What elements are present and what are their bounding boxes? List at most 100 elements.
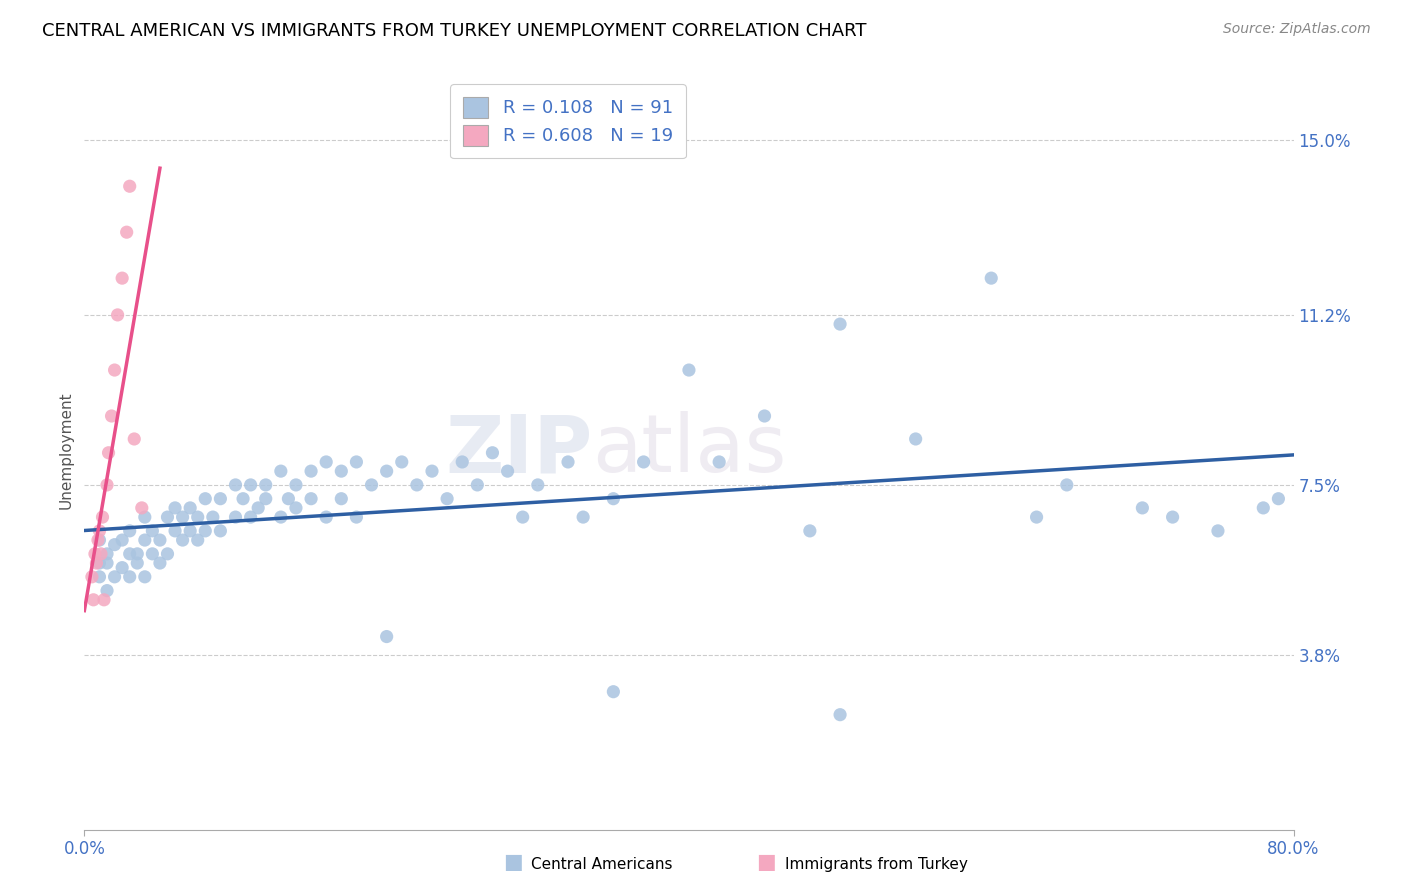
Point bbox=[346, 455, 368, 469]
Point bbox=[481, 446, 503, 460]
Point bbox=[96, 547, 118, 561]
Point bbox=[391, 455, 413, 469]
Point bbox=[111, 533, 134, 547]
Point bbox=[451, 455, 474, 469]
Point bbox=[93, 592, 115, 607]
Point bbox=[149, 533, 172, 547]
Point bbox=[270, 510, 292, 524]
Point bbox=[602, 684, 624, 698]
Point bbox=[436, 491, 458, 506]
Point bbox=[172, 510, 194, 524]
Point bbox=[97, 446, 120, 460]
Point bbox=[134, 510, 156, 524]
Point bbox=[315, 510, 337, 524]
Point bbox=[86, 556, 108, 570]
Point bbox=[1056, 478, 1078, 492]
Text: ■: ■ bbox=[503, 853, 523, 872]
Point bbox=[179, 500, 201, 515]
Point bbox=[172, 533, 194, 547]
Point bbox=[118, 524, 141, 538]
Point bbox=[678, 363, 700, 377]
Point bbox=[239, 510, 262, 524]
Point bbox=[375, 464, 398, 478]
Point bbox=[90, 547, 112, 561]
Point bbox=[239, 478, 262, 492]
Point bbox=[134, 570, 156, 584]
Point bbox=[96, 478, 118, 492]
Point bbox=[330, 491, 353, 506]
Text: CENTRAL AMERICAN VS IMMIGRANTS FROM TURKEY UNEMPLOYMENT CORRELATION CHART: CENTRAL AMERICAN VS IMMIGRANTS FROM TURK… bbox=[42, 22, 866, 40]
Point bbox=[270, 464, 292, 478]
Point bbox=[156, 547, 179, 561]
Point bbox=[141, 524, 163, 538]
Point bbox=[122, 432, 145, 446]
Point bbox=[1161, 510, 1184, 524]
Point bbox=[194, 491, 217, 506]
Point bbox=[315, 455, 337, 469]
Point bbox=[277, 491, 299, 506]
Point bbox=[799, 524, 821, 538]
Text: atlas: atlas bbox=[592, 411, 786, 490]
Point bbox=[209, 491, 232, 506]
Point bbox=[89, 524, 111, 538]
Text: Central Americans: Central Americans bbox=[531, 857, 673, 872]
Point bbox=[127, 547, 149, 561]
Text: ZIP: ZIP bbox=[444, 411, 592, 490]
Point bbox=[375, 630, 398, 644]
Point bbox=[299, 464, 322, 478]
Point bbox=[89, 533, 111, 547]
Point bbox=[111, 560, 134, 574]
Point bbox=[904, 432, 927, 446]
Text: ■: ■ bbox=[756, 853, 776, 872]
Point bbox=[96, 583, 118, 598]
Point bbox=[131, 500, 153, 515]
Point bbox=[84, 547, 107, 561]
Point bbox=[107, 308, 129, 322]
Point bbox=[165, 500, 187, 515]
Point bbox=[100, 409, 122, 423]
Point bbox=[111, 271, 134, 285]
Point bbox=[127, 556, 149, 570]
Point bbox=[299, 491, 322, 506]
Point bbox=[115, 225, 138, 239]
Point bbox=[527, 478, 550, 492]
Point bbox=[512, 510, 534, 524]
Y-axis label: Unemployment: Unemployment bbox=[58, 392, 73, 509]
Point bbox=[285, 500, 308, 515]
Point bbox=[87, 533, 110, 547]
Point bbox=[709, 455, 731, 469]
Point bbox=[330, 464, 353, 478]
Point bbox=[830, 317, 852, 331]
Point bbox=[1267, 491, 1289, 506]
Point bbox=[285, 478, 308, 492]
Point bbox=[187, 510, 209, 524]
Point bbox=[1253, 500, 1275, 515]
Point bbox=[633, 455, 655, 469]
Point bbox=[754, 409, 776, 423]
Point bbox=[557, 455, 579, 469]
Point bbox=[89, 570, 111, 584]
Point bbox=[247, 500, 270, 515]
Point bbox=[89, 556, 111, 570]
Point bbox=[118, 179, 141, 194]
Point bbox=[254, 478, 277, 492]
Point bbox=[602, 491, 624, 506]
Point bbox=[225, 510, 247, 524]
Point bbox=[149, 556, 172, 570]
Point bbox=[360, 478, 382, 492]
Point bbox=[467, 478, 489, 492]
Text: Immigrants from Turkey: Immigrants from Turkey bbox=[785, 857, 967, 872]
Point bbox=[91, 510, 114, 524]
Point bbox=[118, 570, 141, 584]
Point bbox=[254, 491, 277, 506]
Point bbox=[141, 547, 163, 561]
Point bbox=[572, 510, 595, 524]
Point bbox=[496, 464, 519, 478]
Point bbox=[225, 478, 247, 492]
Text: Source: ZipAtlas.com: Source: ZipAtlas.com bbox=[1223, 22, 1371, 37]
Point bbox=[165, 524, 187, 538]
Point bbox=[82, 592, 104, 607]
Point bbox=[187, 533, 209, 547]
Legend: R = 0.108   N = 91, R = 0.608   N = 19: R = 0.108 N = 91, R = 0.608 N = 19 bbox=[450, 84, 686, 159]
Point bbox=[194, 524, 217, 538]
